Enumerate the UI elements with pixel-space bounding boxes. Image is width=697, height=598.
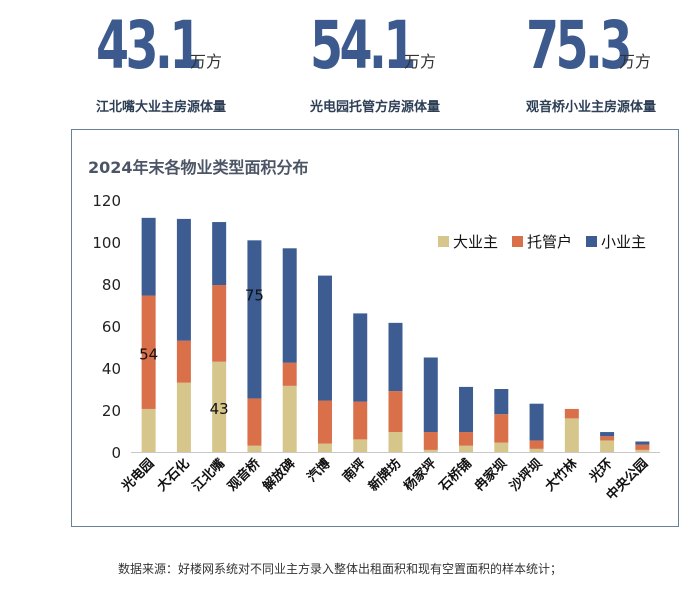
bar-segment	[212, 222, 227, 286]
bar-segment	[529, 403, 544, 441]
bar-segment	[353, 439, 368, 452]
bar-segment	[600, 436, 615, 441]
stat-unit: 万方	[619, 52, 652, 71]
bar-segment	[423, 432, 438, 450]
chart-panel: 2024年末各物业类型面积分布 0 20 40 60 80 100 120 光电园 大石化 江北嘴…	[71, 129, 679, 527]
legend-label: 小业主	[601, 233, 646, 251]
y-tick-label: 60	[102, 318, 121, 336]
y-tick-label: 120	[92, 192, 121, 210]
stat-value: 43.1	[96, 7, 202, 84]
bar-segment	[141, 295, 156, 409]
bar-segment	[494, 442, 509, 452]
stat-label: 江北嘴大业主房源体量	[96, 100, 227, 115]
bar-segment	[353, 313, 368, 402]
bar-segment	[494, 414, 509, 443]
bar-segment	[600, 432, 615, 437]
bar-segment	[317, 443, 332, 452]
x-tick-label: 冉家坝	[471, 456, 510, 495]
y-tick-label: 0	[111, 444, 121, 462]
data-source-note: 数据来源：好楼网系统对不同业主方录入整体出租面积和现有空置面积的样本统计；	[118, 562, 563, 576]
bar-segment	[423, 357, 438, 433]
bar-segment	[317, 400, 332, 444]
x-tick-label: 石桥铺	[435, 456, 475, 496]
bar-segment	[635, 441, 650, 445]
stat-value: 75.3	[526, 7, 632, 84]
x-tick-label: 观音桥	[224, 455, 264, 495]
stat-xiaoyezhu: 75.3 万方 观音桥小业主房源体量	[526, 10, 691, 120]
bar-segment	[176, 382, 191, 452]
stat-dayezhu: 43.1 万方 江北嘴大业主房源体量	[96, 10, 296, 120]
y-tick-label: 100	[92, 234, 121, 252]
bar-segment	[141, 408, 156, 452]
stat-value: 54.1	[310, 7, 416, 84]
stat-label: 光电园托管方房源体量	[310, 100, 441, 115]
legend-swatch	[586, 236, 597, 247]
bar-segment	[388, 432, 403, 452]
bar-segment	[247, 240, 262, 399]
stat-label: 观音桥小业主房源体量	[526, 100, 657, 115]
bar-segment	[388, 322, 403, 392]
bar-segment	[529, 448, 544, 452]
bar-segment	[388, 391, 403, 433]
chart-title: 2024年末各物业类型面积分布	[88, 158, 309, 177]
bar-segment	[176, 340, 191, 383]
bar-segment	[529, 440, 544, 449]
data-annotation: 43	[210, 400, 229, 418]
bar-segment	[282, 248, 297, 363]
x-tick-label: 汽博	[304, 456, 334, 486]
bar-segment	[600, 440, 615, 452]
x-tick-label: 大石化	[154, 456, 193, 495]
bar-segment	[282, 385, 297, 452]
y-tick-label: 40	[102, 360, 121, 378]
legend-swatch	[438, 236, 449, 247]
x-tick-label: 新牌坊	[365, 456, 404, 495]
bar-segment	[353, 401, 368, 440]
bar-segment	[423, 449, 438, 452]
bar-segment	[141, 217, 156, 296]
bar-segment	[282, 362, 297, 386]
x-tick-label: 沙坪坝	[507, 456, 545, 494]
bar-segment	[212, 285, 227, 362]
bar-segment	[247, 445, 262, 452]
legend-label: 大业主	[453, 233, 498, 251]
y-tick-label: 80	[102, 276, 121, 294]
y-tick-label: 20	[102, 402, 121, 420]
data-annotation: 75	[245, 287, 264, 305]
x-tick-label: 光电园	[118, 456, 158, 496]
x-tick-label: 解放碑	[259, 456, 299, 496]
stat-unit: 万方	[404, 52, 437, 71]
bar-segment	[176, 218, 191, 341]
stat-tuoguan: 54.1 万方 光电园托管方房源体量	[310, 10, 510, 120]
x-tick-label: 杨家坪	[401, 456, 440, 495]
bar-segment	[494, 389, 509, 415]
bar-segment	[635, 449, 650, 452]
bar-segment	[247, 398, 262, 446]
x-tick-label: 大竹林	[542, 456, 581, 495]
bar-segment	[212, 361, 227, 452]
legend-label: 托管户	[527, 233, 572, 251]
bar-segment	[459, 445, 474, 452]
bar-segment	[564, 408, 579, 419]
bar-segment	[317, 275, 332, 401]
x-tick-label: 南坪	[339, 456, 369, 486]
x-tick-label: 光环	[586, 456, 616, 486]
legend-swatch	[512, 236, 523, 247]
bar-segment	[459, 432, 474, 446]
bar-segment	[459, 386, 474, 433]
data-annotation: 54	[139, 345, 158, 363]
bar-segment	[564, 418, 579, 452]
bar-segment	[635, 444, 650, 450]
x-tick-label: 江北嘴	[189, 456, 228, 495]
stat-unit: 万方	[190, 52, 223, 71]
